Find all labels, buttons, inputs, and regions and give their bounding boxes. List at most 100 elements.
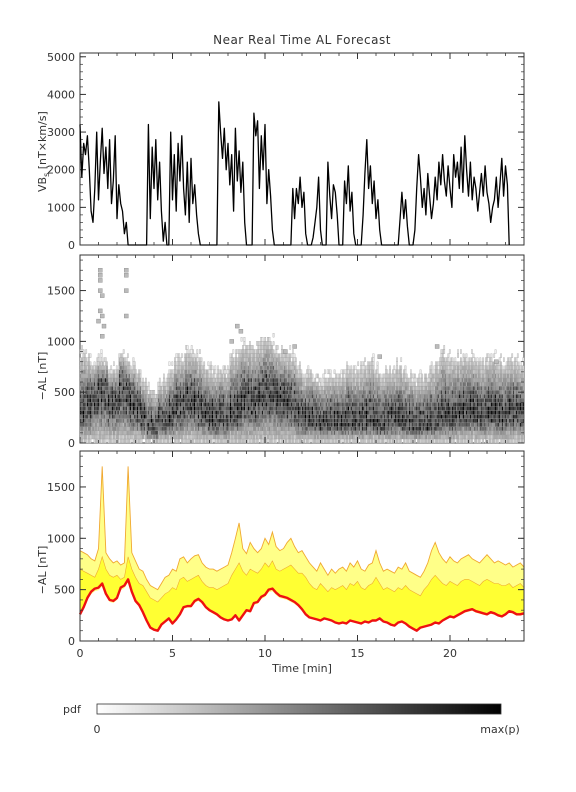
pdf-cell [222,390,225,395]
pdf-cell [114,410,117,415]
pdf-cell [221,406,224,411]
pdf-cell [411,418,414,423]
pdf-cell [276,402,279,407]
vbs-ylabel-rest: [nT×km/s] [36,111,49,173]
pdf-cell [97,434,100,440]
pdf-cell [82,349,85,354]
pdf-cell [89,410,92,415]
pdf-cell [378,402,380,407]
pdf-cell [333,414,336,419]
pdf-cell [160,426,163,431]
pdf-cell [286,402,289,407]
pdf-cell [143,426,146,431]
pdf-cell [417,430,419,436]
pdf-cell [111,394,114,399]
pdf-cell [157,430,160,436]
pdf-cell [361,410,364,415]
pdf-cell [156,414,158,419]
pdf-cell [89,422,92,427]
pdf-cell [115,390,118,395]
pdf-cell [111,414,114,419]
pdf-cell [357,377,360,383]
pdf-cell [215,418,218,423]
pdf-cell [99,422,101,427]
pdf-cell [167,373,169,379]
pdf-cell [278,394,280,399]
pdf-cell [368,414,371,419]
pdf-cell [185,406,187,411]
pdf-cell [178,406,181,411]
pdf-cell [146,430,149,436]
pdf-cell [300,430,303,436]
pdf-cell [292,369,294,375]
pdf-cell [257,353,260,358]
pdf-cell [404,398,407,403]
pdf-cell [175,390,178,395]
pdf-cell [425,418,428,423]
pdf-cell [257,373,260,379]
pdf-cell [176,353,179,358]
pdf-cell [88,353,90,358]
pdf-cell [347,414,350,419]
pdf-cell [206,438,208,444]
pdf-cell [349,377,351,383]
pdf-cell [308,422,311,427]
pdf-cell [233,381,236,387]
pdf-cell [429,365,432,371]
pdf-cell [122,365,125,371]
pdf-cell [344,394,347,399]
pdf-cell [368,369,371,375]
pdf-cell [300,426,303,431]
pdf-cell [376,365,379,371]
pdf-cell [165,394,168,399]
pdf-cell [278,410,280,415]
pdf-cell [235,418,237,423]
pdf-cell [299,369,301,375]
pdf-cell [393,373,396,379]
pdf-cell [200,406,203,411]
pdf-cell [132,365,135,371]
pdf-cell [373,406,376,411]
pdf-cell [168,361,171,366]
pdf-cell [95,414,97,419]
pdf-cell [100,377,103,383]
pdf-cell [364,410,366,415]
pdf-cell [389,390,391,395]
pdf-cell [371,361,373,366]
pdf-cell [199,434,201,440]
pdf-cell [164,410,167,415]
pdf-cell [373,418,376,423]
pdf-cell [293,402,296,407]
pdf-cell [106,398,108,403]
pdf-cell [147,438,150,444]
pdf-cell [296,434,298,440]
pdf-cell [240,365,243,371]
pdf-cell [178,414,181,419]
pdf-cell [217,394,219,399]
pdf-cell [326,398,329,403]
pdf-cell [393,398,396,403]
pdf-cell [357,402,360,407]
pdf-cell [235,410,237,415]
pdf-cell [131,418,133,423]
pdf-cell [88,410,90,415]
pdf-cell [210,414,212,419]
pdf-cell [426,377,429,383]
pdf-cell [355,369,358,375]
pdf-cell [100,369,103,375]
pdf-cell [267,414,269,419]
pdf-cell [347,385,350,391]
pdf-cell [319,418,322,423]
pdf-cell [132,418,135,423]
pdf-cell [150,398,153,403]
pdf-cell [226,365,229,371]
pdf-cell [353,373,355,379]
pdf-cell [361,414,364,419]
pdf-cell [365,377,368,383]
pdf-cell [104,438,107,444]
pdf-cell [321,410,323,415]
pdf-cell [250,406,253,411]
pdf-cell [249,430,251,436]
pdf-cell [368,402,371,407]
pdf-cell [286,430,289,436]
